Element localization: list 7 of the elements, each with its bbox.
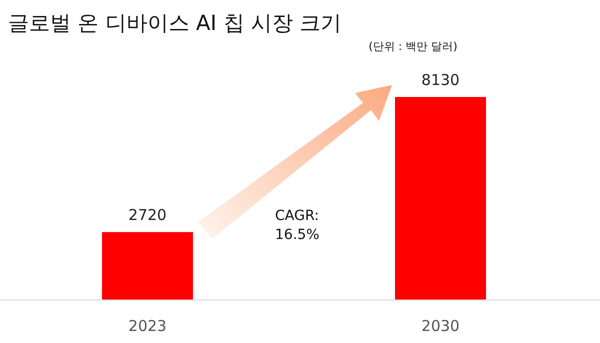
data-label: 8130 [421,71,460,89]
chart-title: 글로벌 온 디바이스 AI 칩 시장 크기 [8,11,342,35]
x-tick-label: 2023 [128,317,167,335]
text: (단위 : 백만 달러) [368,40,458,53]
data-label: 2720 [128,206,167,224]
x-tick-label: 2030 [421,317,460,335]
annotation: CAGR: 16.5% [275,208,320,243]
